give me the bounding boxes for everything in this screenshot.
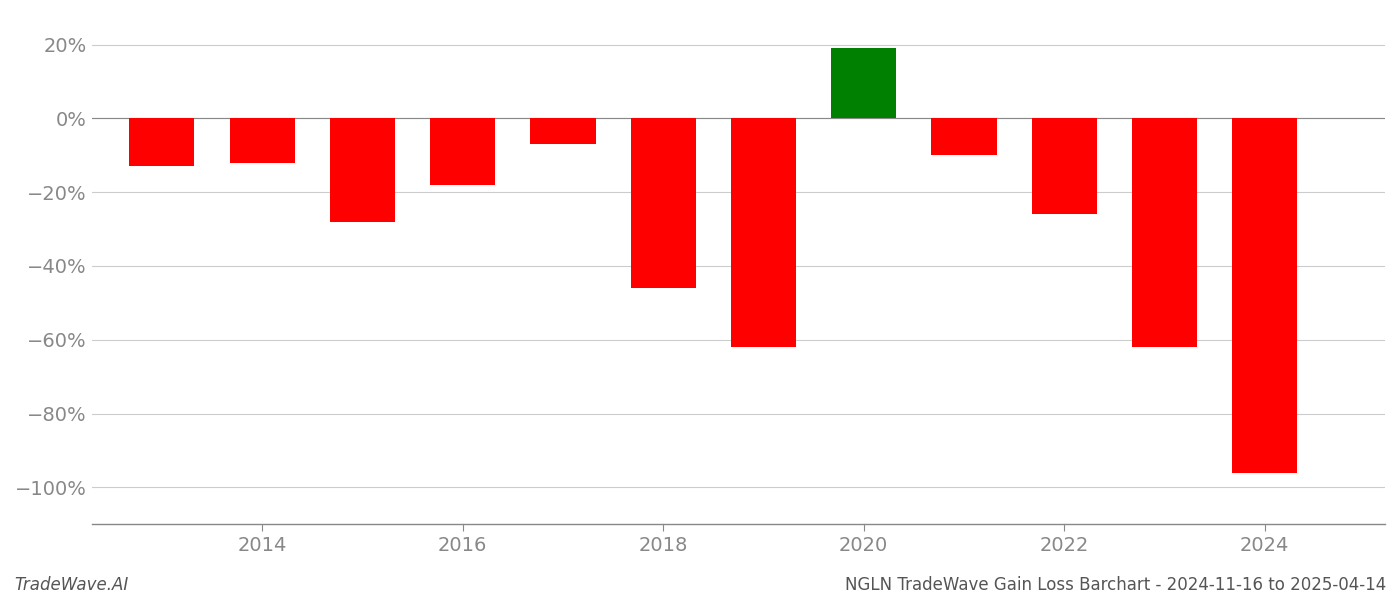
Bar	[1232, 118, 1298, 473]
Text: NGLN TradeWave Gain Loss Barchart - 2024-11-16 to 2025-04-14: NGLN TradeWave Gain Loss Barchart - 2024…	[844, 576, 1386, 594]
Bar	[230, 118, 295, 163]
Bar	[1131, 118, 1197, 347]
Bar	[630, 118, 696, 288]
Bar	[931, 118, 997, 155]
Bar	[430, 118, 496, 185]
Bar	[1032, 118, 1096, 214]
Bar	[330, 118, 395, 221]
Bar	[731, 118, 797, 347]
Bar	[531, 118, 595, 144]
Bar	[832, 48, 896, 118]
Bar	[129, 118, 195, 166]
Text: TradeWave.AI: TradeWave.AI	[14, 576, 129, 594]
